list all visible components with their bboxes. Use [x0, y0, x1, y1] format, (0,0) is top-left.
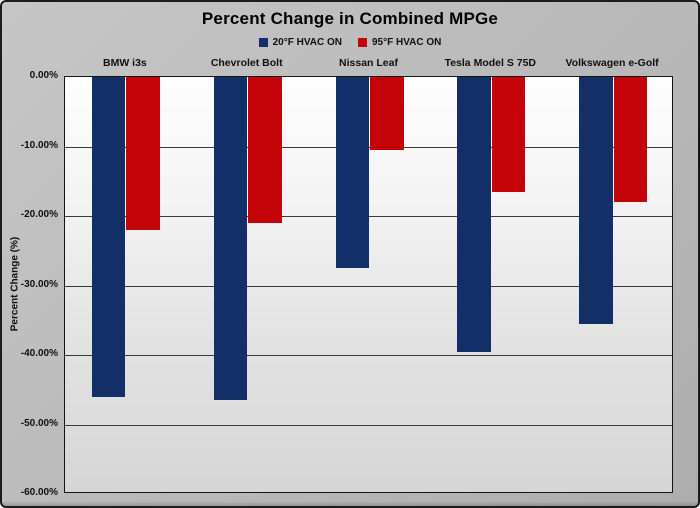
bar-95f: [370, 77, 404, 150]
category-label: Volkswagen e-Golf: [565, 57, 659, 69]
y-axis-ticks: 0.00% -10.00% -20.00% -30.00% -40.00% -50.00%…: [2, 2, 60, 506]
category-label: BMW i3s: [103, 57, 147, 69]
category-label: Nissan Leaf: [339, 57, 398, 69]
gridline: [65, 285, 672, 287]
legend-swatch-20f-icon: [258, 38, 268, 47]
y-tick-label: -10.00%: [20, 139, 58, 151]
legend-label-95f: 95°F HVAC ON: [372, 37, 442, 48]
legend-item-20f: 20°F HVAC ON: [258, 37, 342, 48]
bottom-edge-shade: [2, 501, 698, 506]
legend: 20°F HVAC ON 95°F HVAC ON: [2, 37, 698, 48]
bar-20f: [335, 77, 369, 269]
bar-20f: [213, 77, 248, 401]
legend-label-20f: 20°F HVAC ON: [272, 37, 342, 48]
category-labels: BMW i3s Chevrolet Bolt Nissan Leaf Tesla Mo…: [64, 57, 673, 73]
bar-95f: [613, 77, 648, 203]
bar-20f: [91, 77, 126, 397]
plot-area: [64, 76, 673, 493]
category-label: Chevrolet Bolt: [210, 57, 283, 69]
bar-95f: [126, 77, 160, 230]
legend-item-95f: 95°F HVAC ON: [358, 37, 441, 48]
gridline: [65, 424, 672, 426]
legend-swatch-95f-icon: [358, 38, 367, 47]
bar-20f: [579, 77, 613, 324]
gridline: [65, 355, 672, 356]
y-tick-label: -60.00%: [20, 487, 58, 498]
bar-95f: [491, 77, 526, 192]
y-tick-label: -30.00%: [20, 278, 58, 290]
y-tick-label: -50.00%: [20, 417, 58, 429]
category-label: Tesla Model S 75D: [444, 57, 536, 69]
y-tick-label: -20.00%: [20, 209, 58, 220]
y-tick-label: -40.00%: [20, 348, 58, 359]
y-axis-title: Percent Change (%): [9, 236, 21, 332]
chart-title: Percent Change in Combined MPGe: [201, 9, 499, 28]
bar-20f: [457, 77, 491, 352]
bar-95f: [248, 77, 282, 223]
y-tick-label: 0.00%: [29, 70, 58, 81]
